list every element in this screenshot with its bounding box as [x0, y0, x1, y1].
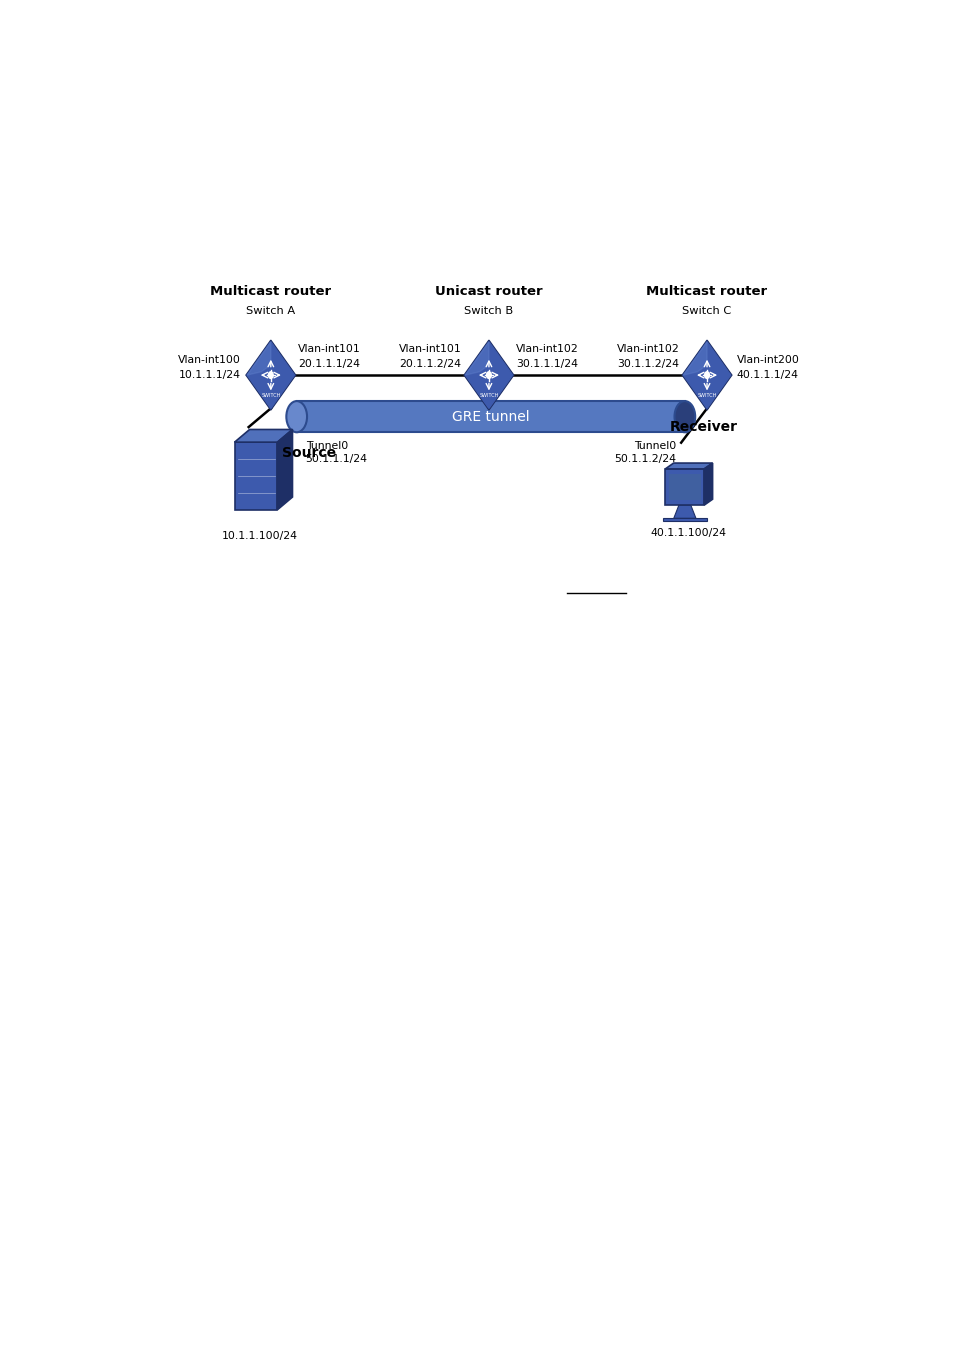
Text: 10.1.1.100/24: 10.1.1.100/24 [221, 531, 297, 541]
Text: Vlan-int102: Vlan-int102 [617, 344, 679, 354]
Text: 20.1.1.1/24: 20.1.1.1/24 [298, 359, 360, 369]
Text: 20.1.1.2/24: 20.1.1.2/24 [399, 359, 461, 369]
Polygon shape [277, 429, 293, 510]
Text: Receiver: Receiver [669, 420, 738, 435]
Text: 30.1.1.1/24: 30.1.1.1/24 [516, 359, 578, 369]
Circle shape [704, 371, 709, 378]
Polygon shape [662, 518, 706, 521]
Polygon shape [463, 340, 514, 410]
Text: Vlan-int200: Vlan-int200 [736, 355, 799, 364]
Polygon shape [465, 342, 488, 375]
Polygon shape [664, 468, 703, 505]
Text: Tunnel0: Tunnel0 [305, 440, 348, 451]
Polygon shape [703, 463, 712, 505]
Text: Multicast router: Multicast router [646, 285, 767, 298]
Text: Tunnel0: Tunnel0 [633, 440, 676, 451]
Polygon shape [668, 474, 700, 500]
Polygon shape [234, 429, 293, 443]
Text: Unicast router: Unicast router [435, 285, 542, 298]
Text: Switch B: Switch B [464, 306, 513, 316]
Ellipse shape [674, 401, 695, 432]
Text: 50.1.1.1/24: 50.1.1.1/24 [305, 454, 367, 464]
Text: 50.1.1.2/24: 50.1.1.2/24 [614, 454, 676, 464]
Text: GRE tunnel: GRE tunnel [452, 409, 529, 424]
Text: SWITCH: SWITCH [697, 393, 716, 398]
Polygon shape [664, 463, 712, 468]
Polygon shape [682, 342, 730, 408]
Text: 10.1.1.1/24: 10.1.1.1/24 [179, 370, 241, 381]
Text: Vlan-int102: Vlan-int102 [516, 344, 578, 354]
Text: SWITCH: SWITCH [478, 393, 498, 398]
Text: Switch C: Switch C [681, 306, 731, 316]
Text: Vlan-int101: Vlan-int101 [398, 344, 461, 354]
Text: Switch A: Switch A [246, 306, 295, 316]
Text: Multicast router: Multicast router [210, 285, 331, 298]
Polygon shape [673, 505, 696, 518]
Circle shape [486, 371, 491, 378]
Polygon shape [247, 342, 294, 408]
Polygon shape [247, 342, 271, 375]
Polygon shape [246, 340, 295, 410]
Text: Vlan-int100: Vlan-int100 [178, 355, 241, 364]
Polygon shape [682, 342, 706, 375]
FancyBboxPatch shape [296, 401, 684, 432]
Ellipse shape [286, 401, 307, 432]
Text: Source: Source [281, 446, 335, 460]
Text: 30.1.1.2/24: 30.1.1.2/24 [617, 359, 679, 369]
Text: SWITCH: SWITCH [261, 393, 280, 398]
Polygon shape [681, 340, 731, 410]
Polygon shape [465, 342, 512, 408]
Text: 40.1.1.100/24: 40.1.1.100/24 [650, 528, 726, 537]
Text: Vlan-int101: Vlan-int101 [298, 344, 360, 354]
Polygon shape [234, 443, 277, 510]
Text: 40.1.1.1/24: 40.1.1.1/24 [736, 370, 798, 381]
Circle shape [268, 371, 273, 378]
